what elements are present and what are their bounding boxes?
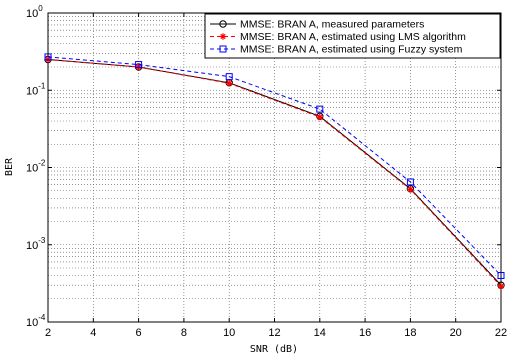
legend-entry: MMSE: BRAN A, estimated using LMS algori… (210, 31, 466, 43)
data-point-marker (406, 178, 414, 186)
data-point-marker (316, 113, 323, 121)
x-tick-label: 12 (268, 327, 280, 339)
x-axis-label: SNR (dB) (250, 344, 298, 355)
legend-marker (219, 33, 227, 40)
x-tick-label: 16 (359, 327, 371, 339)
y-axis-label: BER (4, 157, 15, 176)
legend-entry: MMSE: BRAN A, estimated using Fuzzy syst… (210, 44, 463, 56)
x-tick-label: 20 (450, 327, 462, 339)
y-tick-label: 10-3 (26, 236, 46, 252)
x-tick-label: 10 (223, 327, 235, 339)
legend-marker (219, 45, 227, 53)
y-tick-label: 10-1 (26, 81, 46, 97)
x-tick-label: 6 (136, 327, 142, 339)
data-point-marker (497, 271, 505, 279)
legend-marker (219, 20, 227, 28)
data-point-marker (407, 186, 414, 193)
data-point-marker (135, 63, 142, 71)
y-tick-label: 10-2 (26, 159, 46, 175)
plot-area-frame (47, 12, 502, 323)
series-line (47, 56, 502, 276)
series-line (47, 59, 502, 286)
x-tick-label: 22 (495, 327, 507, 339)
data-point-marker (316, 105, 324, 113)
axis-ticks: 2 4 6 8 10 12 14 16 18 20 22 100 10-1 10-2 10-3 10-4 (26, 4, 507, 339)
data-point-marker (497, 283, 505, 290)
grid (48, 13, 501, 322)
x-tick-label: 4 (90, 327, 96, 339)
legend-label: MMSE: BRAN A, estimated using LMS algori… (240, 31, 466, 43)
series-line (47, 59, 502, 287)
legend-label: MMSE: BRAN A, measured parameters (240, 19, 424, 31)
data-point-marker (225, 73, 233, 81)
legend-box (204, 13, 501, 59)
x-tick-label: 14 (314, 327, 326, 339)
data-point-marker (226, 80, 233, 87)
x-tick-label: 18 (404, 327, 416, 339)
y-tick-label: 100 (26, 4, 43, 20)
x-tick-label: 2 (45, 327, 51, 339)
x-tick-label: 8 (181, 327, 187, 339)
data-point-marker (44, 53, 52, 61)
legend-label: MMSE: BRAN A, estimated using Fuzzy syst… (240, 44, 463, 56)
data-point-marker (135, 61, 143, 69)
legend-entry: MMSE: BRAN A, measured parameters (210, 19, 424, 31)
series-3 (44, 53, 505, 279)
y-tick-label: 10-4 (26, 313, 46, 329)
series-group (44, 53, 505, 290)
